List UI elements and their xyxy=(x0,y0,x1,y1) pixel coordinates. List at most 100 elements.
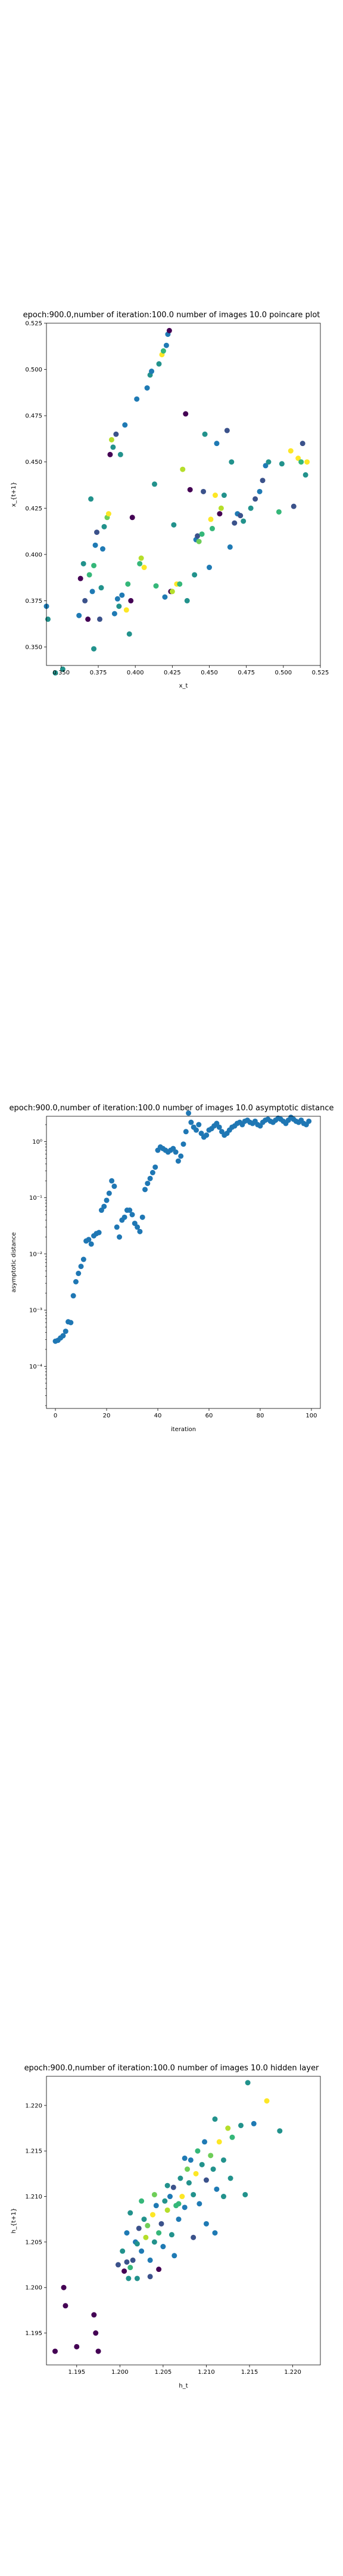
poincare-point xyxy=(196,538,202,544)
poincare-x-tick-label: 0.450 xyxy=(201,670,218,676)
asymptotic-distance-point xyxy=(186,1110,192,1116)
asymptotic-distance-point xyxy=(152,1164,158,1170)
hidden-layer-x-tick-label: 1.200 xyxy=(111,2369,129,2376)
poincare-y-tick-label: 0.450 xyxy=(25,459,42,466)
poincare-point xyxy=(107,451,113,457)
asymptotic-distance-point xyxy=(106,1190,112,1196)
hidden-layer-point xyxy=(186,2180,192,2186)
asymptotic-distance-point xyxy=(111,1183,117,1189)
poincare-point xyxy=(187,487,193,493)
poincare-point xyxy=(229,459,235,465)
poincare-point xyxy=(105,511,111,517)
poincare-point xyxy=(141,565,147,571)
poincare-point xyxy=(214,441,220,447)
poincare-point xyxy=(300,441,305,447)
hidden-layer-title: epoch:900.0,number of iteration:100.0 nu… xyxy=(24,2064,319,2073)
asymptotic-distance-point xyxy=(109,1178,115,1184)
poincare-point xyxy=(192,572,198,578)
asymptotic-distance-y-label: asymptotic distance xyxy=(11,1232,17,1292)
poincare-point xyxy=(260,478,266,484)
hidden-layer-point xyxy=(220,2157,226,2163)
poincare-point xyxy=(202,431,208,437)
asymptotic-distance-y-tick-label: 10⁻² xyxy=(29,1251,42,1258)
poincare-x-tick-label: 0.400 xyxy=(127,670,144,676)
hidden-layer-point xyxy=(156,2267,162,2272)
poincare-point xyxy=(129,515,135,521)
hidden-layer-y-label: h_{t+1} xyxy=(11,2208,17,2234)
asymptotic-distance-point xyxy=(180,1141,186,1147)
hidden-layer-axes: 1.195 1.200 1.205 1.210 1.215 1.220 1.195 1.200… xyxy=(25,2103,301,2376)
hidden-layer-point xyxy=(212,2230,218,2236)
hidden-layer-point xyxy=(160,2244,166,2250)
asymptotic-distance-point xyxy=(68,1320,74,1326)
asymptotic-distance-point xyxy=(63,1329,68,1335)
poincare-point xyxy=(86,572,92,578)
asymptotic-distance-point xyxy=(101,1203,107,1209)
poincare-point xyxy=(199,531,205,537)
poincare-point xyxy=(156,361,162,367)
hidden-layer-y-tick-label: 1.200 xyxy=(25,2285,42,2292)
asymptotic-distance-point xyxy=(117,1234,123,1240)
poincare-point xyxy=(77,575,83,581)
hidden-layer-point xyxy=(212,2116,218,2122)
hidden-layer-point xyxy=(199,2162,205,2168)
asymptotic-distance-point xyxy=(127,1208,133,1213)
poincare-x-label: x_t xyxy=(179,683,188,689)
poincare-y-tick-label: 0.400 xyxy=(25,552,42,558)
hidden-layer-point xyxy=(158,2221,164,2227)
hidden-layer-point xyxy=(220,2194,226,2200)
hidden-layer-point xyxy=(126,2275,132,2281)
asymptotic-distance-y-tick-label: 10⁻¹ xyxy=(29,1195,42,1202)
asymptotic-distance-point xyxy=(96,1230,102,1236)
hidden-layer-chart: epoch:900.0,number of iteration:100.0 nu… xyxy=(11,2064,321,2389)
asymptotic-distance-point xyxy=(76,1271,82,1277)
poincare-point xyxy=(263,463,269,469)
poincare-point xyxy=(126,631,132,637)
hidden-layer-point xyxy=(203,2221,209,2227)
poincare-x-tick-label: 0.425 xyxy=(164,670,181,676)
hidden-layer-point xyxy=(176,2216,182,2222)
hidden-layer-point xyxy=(179,2194,185,2200)
poincare-point xyxy=(92,542,98,548)
hidden-layer-point xyxy=(63,2303,68,2309)
poincare-point xyxy=(227,544,233,550)
hidden-layer-point xyxy=(136,2225,142,2231)
poincare-y-tick-label: 0.350 xyxy=(25,644,42,651)
asymptotic-distance-x-tick-label: 80 xyxy=(257,1413,264,1419)
poincare-axes: 0.350 0.375 0.400 0.425 0.450 0.475 0.500 0.525… xyxy=(25,321,329,677)
poincare-point xyxy=(119,592,125,598)
hidden-layer-points xyxy=(52,2080,283,2354)
poincare-point xyxy=(117,451,123,457)
asymptotic-distance-x-label: iteration xyxy=(171,1426,196,1433)
asymptotic-distance-points xyxy=(52,1110,312,1344)
asymptotic-distance-x-tick-label: 60 xyxy=(205,1413,213,1419)
hidden-layer-point xyxy=(191,2234,197,2240)
asymptotic-distance-point xyxy=(145,1181,151,1187)
hidden-layer-point xyxy=(238,2122,244,2128)
poincare-plot-title: epoch:900.0,number of iteration:100.0 nu… xyxy=(23,311,320,320)
hidden-layer-y-tick-label: 1.220 xyxy=(25,2103,42,2109)
hidden-layer-point xyxy=(115,2262,121,2268)
hidden-layer-point xyxy=(120,2248,126,2254)
hidden-layer-point xyxy=(124,2259,130,2265)
hidden-layer-point xyxy=(245,2080,251,2086)
asymptotic-distance-point xyxy=(214,1120,220,1126)
poincare-point xyxy=(252,496,258,502)
asymptotic-distance-point xyxy=(142,1187,148,1193)
asymptotic-distance-y-tick-label: 10⁻⁴ xyxy=(29,1364,42,1370)
asymptotic-distance-point xyxy=(73,1278,79,1284)
poincare-plot-chart: epoch:900.0,number of iteration:100.0 nu… xyxy=(11,311,329,689)
hidden-layer-point xyxy=(95,2348,101,2354)
hidden-layer-x-tick-label: 1.215 xyxy=(241,2369,258,2376)
poincare-point xyxy=(85,616,91,622)
hidden-layer-point xyxy=(139,2198,145,2204)
hidden-layer-point xyxy=(91,2312,97,2318)
poincare-point xyxy=(110,444,116,450)
poincare-point xyxy=(116,603,122,609)
poincare-point xyxy=(207,565,213,571)
poincare-point xyxy=(137,561,143,566)
asymptotic-distance-x-tick-label: 20 xyxy=(103,1413,111,1419)
asymptotic-distance-point xyxy=(121,1214,127,1220)
hidden-layer-point xyxy=(193,2171,199,2176)
poincare-point xyxy=(52,670,58,676)
